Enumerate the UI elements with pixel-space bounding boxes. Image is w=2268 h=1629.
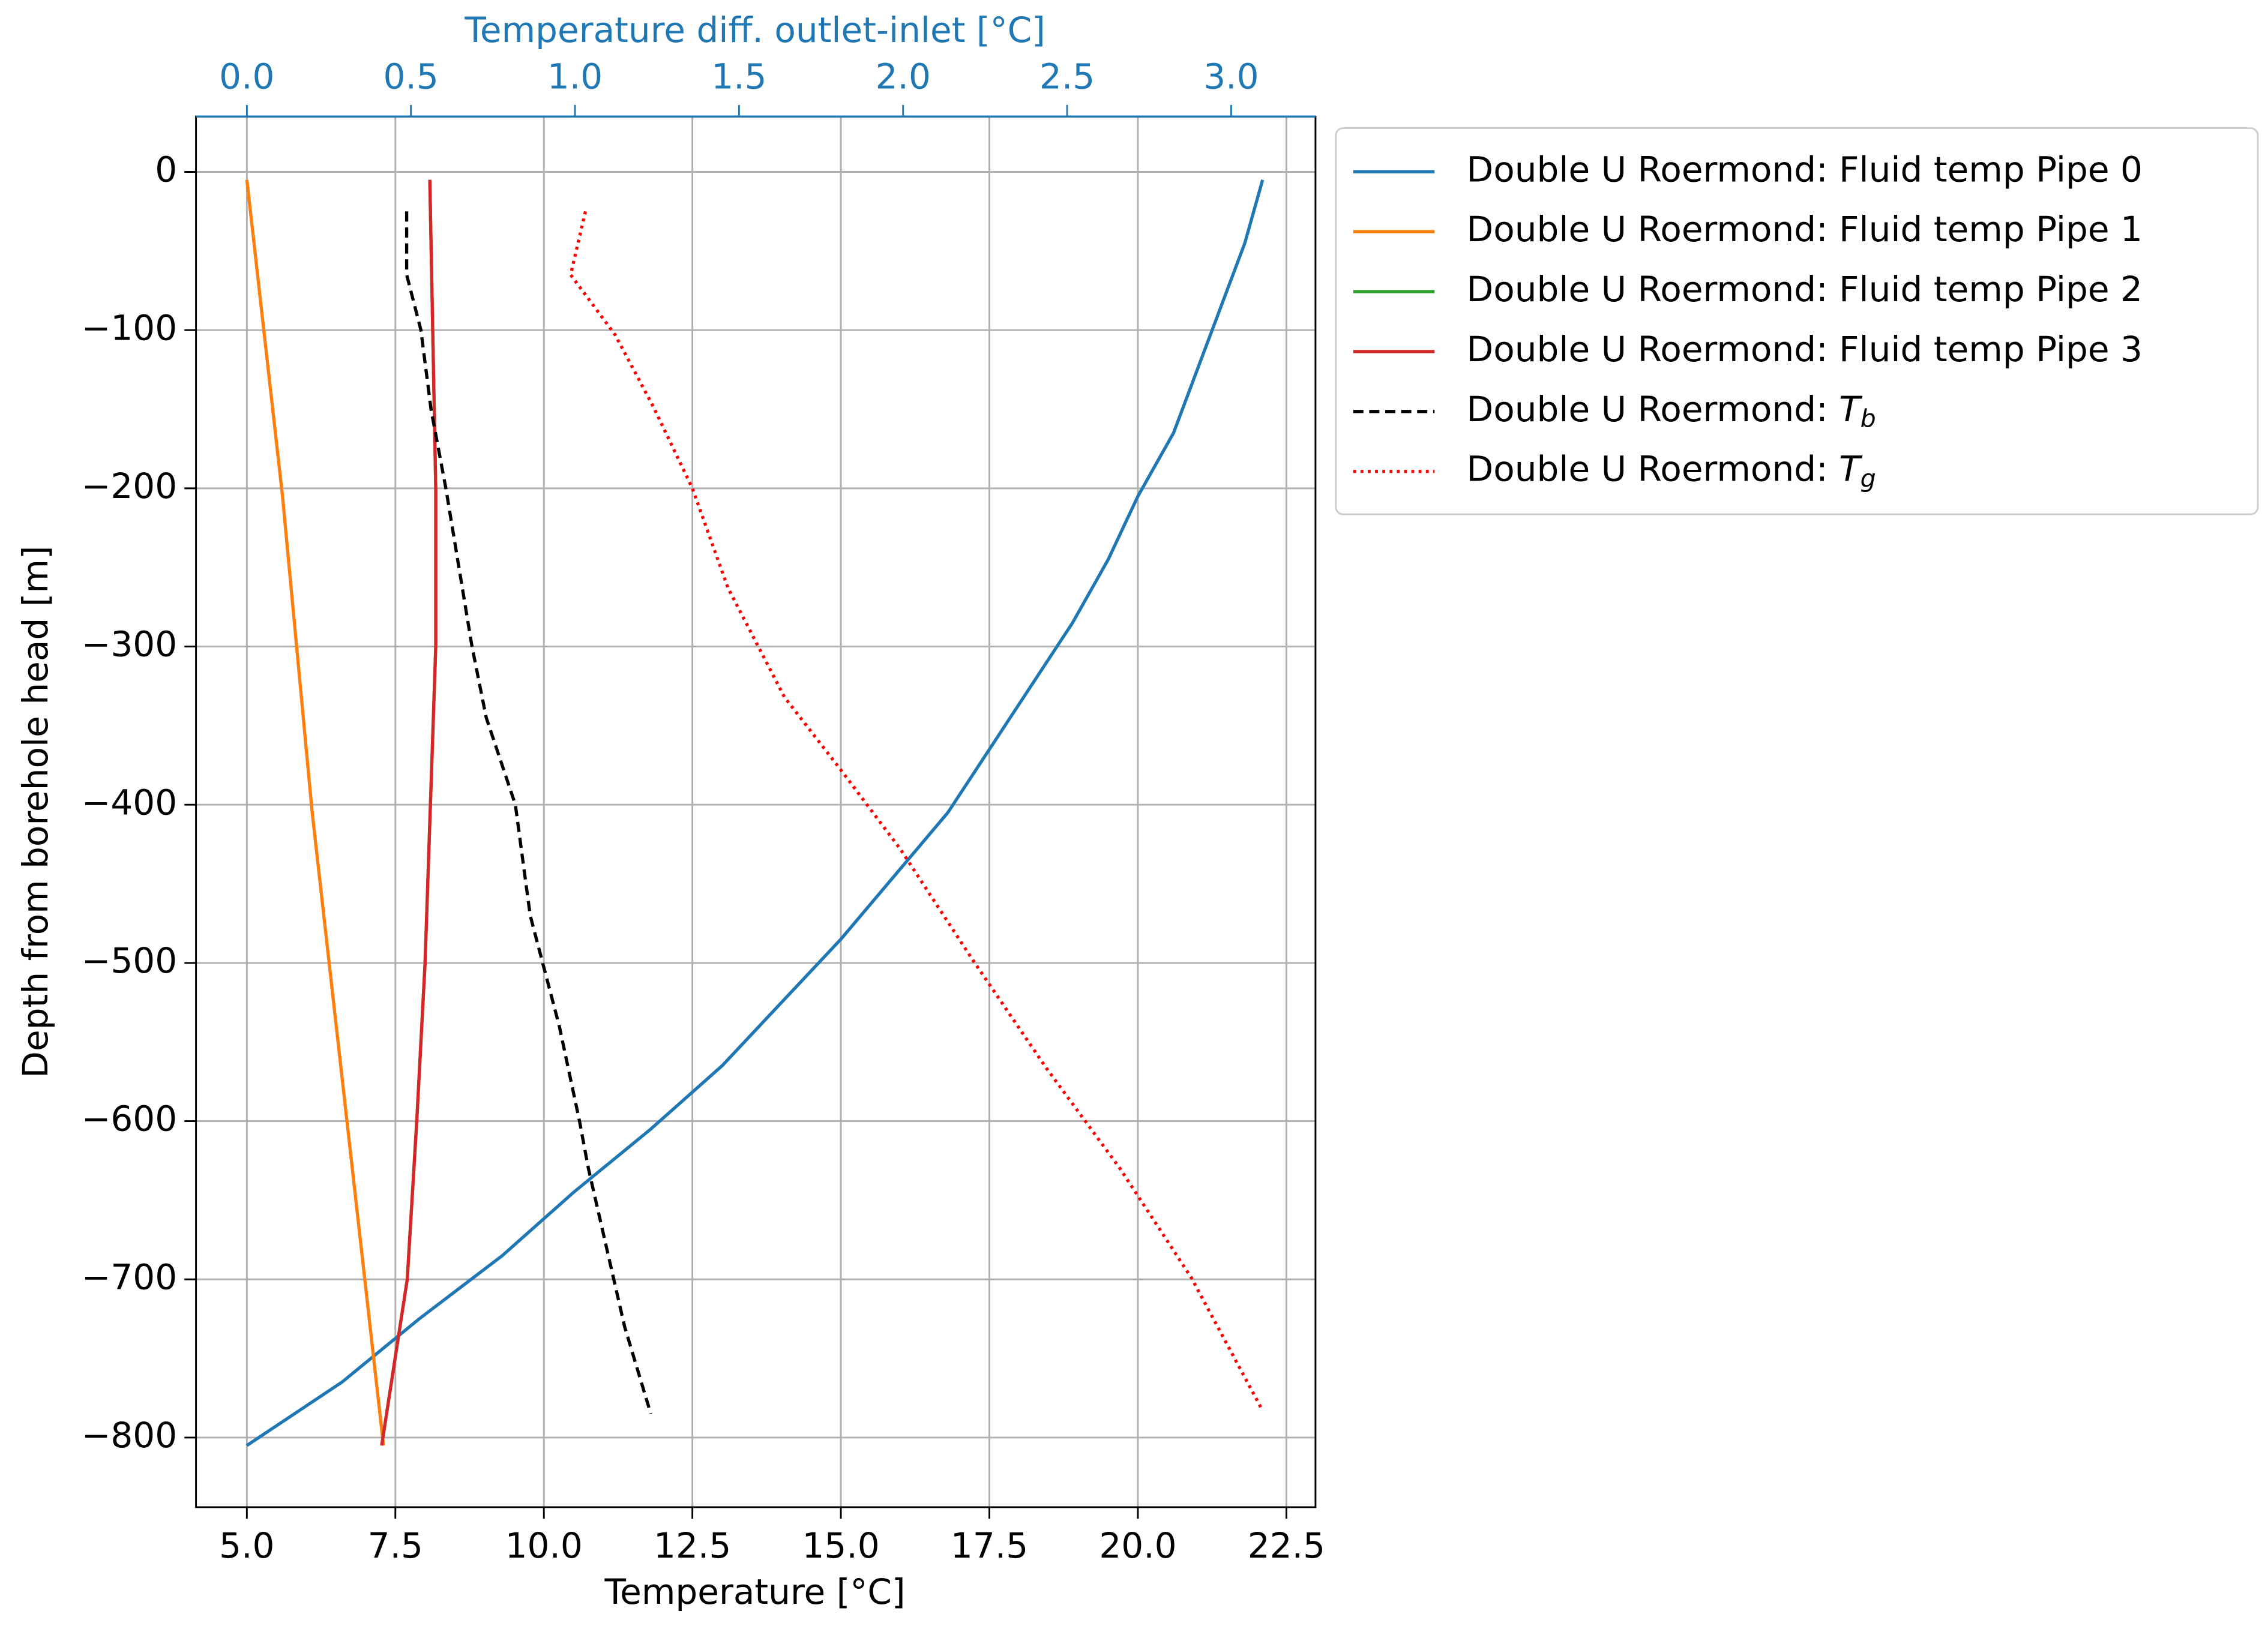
legend-frame <box>1335 127 2259 515</box>
data-line <box>568 211 1265 1412</box>
x2-axis-label: Temperature diff. outlet-inlet [°C] <box>464 10 1045 50</box>
x-tick-label: 7.5 <box>368 1525 423 1566</box>
x2-tick-label: 2.5 <box>1039 56 1095 97</box>
x2-tick-label: 2.0 <box>876 56 931 97</box>
x-tick-label: 10.0 <box>505 1525 583 1566</box>
y-tick-label: −400 <box>82 782 177 823</box>
legend-label: Double U Roermond: Fluid temp Pipe 0 <box>1467 149 2143 190</box>
y-tick-label: 0 <box>155 149 177 190</box>
legend-label: Double U Roermond: Tb <box>1467 389 1876 433</box>
x-tick-label: 12.5 <box>654 1525 731 1566</box>
y-tick-label: −600 <box>82 1099 177 1139</box>
x2-tick-label: 0.5 <box>384 56 439 97</box>
x2-tick-label: 3.0 <box>1203 56 1259 97</box>
legend-label: Double U Roermond: Fluid temp Pipe 1 <box>1467 209 2143 250</box>
y-tick-label: −300 <box>82 624 177 665</box>
x2-tick-label: 1.0 <box>547 56 603 97</box>
x-tick-label: 22.5 <box>1248 1525 1325 1566</box>
x2-tick-label: 1.5 <box>711 56 766 97</box>
plot-frame <box>195 115 1317 1508</box>
y-tick-label: −500 <box>82 940 177 981</box>
y-tick-label: −700 <box>82 1256 177 1297</box>
legend-label: Double U Roermond: Tg <box>1467 449 1876 493</box>
y-tick-label: −200 <box>82 466 177 506</box>
x-tick-label: 5.0 <box>219 1525 274 1566</box>
data-line <box>380 179 438 1446</box>
x-axis-label: Temperature [°C] <box>604 1571 906 1612</box>
y-tick-label: −800 <box>82 1415 177 1456</box>
data-line <box>245 179 1265 1447</box>
x-tick-label: 15.0 <box>802 1525 879 1566</box>
x2-tick-label: 0.0 <box>219 56 274 97</box>
y-axis-label: Depth from borehole head [m] <box>15 545 56 1078</box>
data-line <box>245 179 385 1446</box>
legend-label: Double U Roermond: Fluid temp Pipe 2 <box>1467 269 2143 310</box>
x-tick-label: 20.0 <box>1099 1525 1176 1566</box>
legend-label: Double U Roermond: Fluid temp Pipe 3 <box>1467 329 2143 370</box>
y-tick-label: −100 <box>82 307 177 348</box>
x-tick-label: 17.5 <box>951 1525 1028 1566</box>
data-line <box>405 211 652 1415</box>
